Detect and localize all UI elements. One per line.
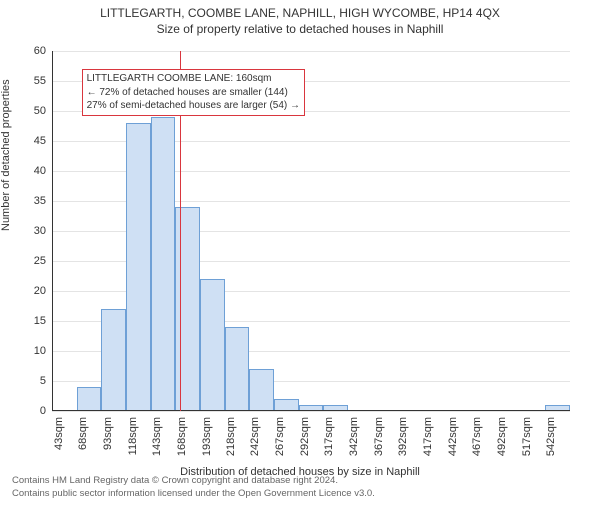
y-tick-label: 35 — [34, 195, 46, 207]
y-tick-label: 40 — [34, 165, 46, 177]
chart-title-1: LITTLEGARTH, COOMBE LANE, NAPHILL, HIGH … — [0, 6, 600, 20]
x-tick-label: 442sqm — [447, 417, 459, 456]
gridline — [52, 411, 570, 412]
histogram-bar-border — [175, 207, 200, 411]
x-tick-label: 467sqm — [471, 417, 483, 456]
histogram-bar-border — [101, 309, 126, 411]
x-tick-label: 242sqm — [249, 417, 261, 456]
histogram-bar-border — [151, 117, 176, 411]
annotation-box: LITTLEGARTH COOMBE LANE: 160sqm← 72% of … — [82, 69, 305, 116]
y-tick-label: 45 — [34, 135, 46, 147]
footer-attribution: Contains HM Land Registry data © Crown c… — [12, 475, 375, 500]
x-axis-line — [52, 410, 570, 411]
x-tick-label: 292sqm — [299, 417, 311, 456]
x-tick-label: 93sqm — [102, 417, 114, 450]
x-tick-label: 168sqm — [176, 417, 188, 456]
histogram-bar-border — [126, 123, 151, 411]
y-tick-label: 60 — [34, 45, 46, 57]
annotation-line-2: 27% of semi-detached houses are larger (… — [87, 99, 300, 113]
x-tick-label: 218sqm — [225, 417, 237, 456]
chart-title-2: Size of property relative to detached ho… — [0, 22, 600, 36]
footer-line-2: Contains public sector information licen… — [12, 488, 375, 500]
histogram-bar-border — [77, 387, 102, 411]
footer-line-1: Contains HM Land Registry data © Crown c… — [12, 475, 375, 487]
histogram-bar-border — [225, 327, 250, 411]
y-tick-label: 5 — [40, 375, 46, 387]
x-tick-label: 542sqm — [545, 417, 557, 456]
y-axis-label: Number of detached properties — [0, 79, 12, 231]
y-tick-label: 15 — [34, 315, 46, 327]
y-tick-label: 10 — [34, 345, 46, 357]
chart-area: 05101520253035404550556043sqm68sqm93sqm1… — [52, 51, 570, 411]
annotation-line-0: LITTLEGARTH COOMBE LANE: 160sqm — [87, 72, 300, 86]
x-tick-label: 367sqm — [373, 417, 385, 456]
y-tick-label: 50 — [34, 105, 46, 117]
plot-region: 05101520253035404550556043sqm68sqm93sqm1… — [52, 51, 570, 411]
x-tick-label: 317sqm — [323, 417, 335, 456]
x-tick-label: 68sqm — [77, 417, 89, 450]
y-tick-label: 30 — [34, 225, 46, 237]
gridline — [52, 51, 570, 52]
x-tick-label: 43sqm — [53, 417, 65, 450]
x-tick-label: 392sqm — [397, 417, 409, 456]
x-tick-label: 143sqm — [151, 417, 163, 456]
x-tick-label: 267sqm — [274, 417, 286, 456]
annotation-line-1: ← 72% of detached houses are smaller (14… — [87, 86, 300, 100]
x-tick-label: 517sqm — [521, 417, 533, 456]
y-tick-label: 25 — [34, 255, 46, 267]
x-tick-label: 193sqm — [201, 417, 213, 456]
histogram-bar-border — [249, 369, 274, 411]
x-tick-label: 492sqm — [496, 417, 508, 456]
y-tick-label: 0 — [40, 405, 46, 417]
x-tick-label: 342sqm — [348, 417, 360, 456]
histogram-bar-border — [200, 279, 225, 411]
x-tick-label: 118sqm — [127, 417, 139, 455]
y-tick-label: 55 — [34, 75, 46, 87]
x-tick-label: 417sqm — [422, 417, 434, 456]
y-axis-line — [52, 51, 53, 411]
y-tick-label: 20 — [34, 285, 46, 297]
